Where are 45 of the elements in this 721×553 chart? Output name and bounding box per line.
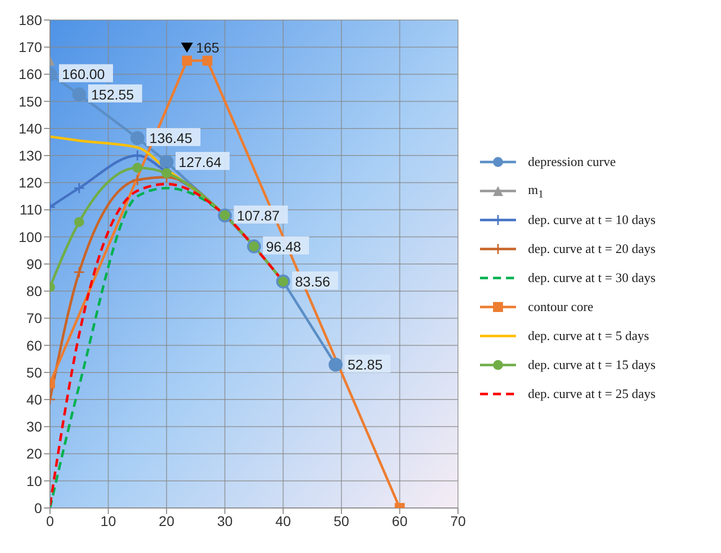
legend-label: depression curve [528, 154, 616, 169]
y-tick-label: 110 [20, 202, 42, 218]
legend-label: dep. curve at t = 5 days [528, 328, 650, 343]
legend-label: dep. curve at t = 20 days [528, 241, 656, 256]
legend-label: m$_{1}$ [528, 182, 544, 200]
y-tick-label: 120 [18, 174, 42, 191]
y-tick-label: 50 [26, 364, 42, 380]
y-tick-label: 140 [18, 120, 42, 136]
x-tick-label: 10 [100, 512, 116, 529]
data-label: 96.48 [266, 238, 302, 254]
x-tick-label: 30 [217, 512, 233, 529]
legend-label: dep. curve at t = 15 days [528, 357, 656, 372]
y-tick-label: 180 [18, 12, 42, 28]
data-label: 160.00 [62, 66, 106, 82]
annotation: 165 [196, 40, 220, 56]
x-tick-label: 20 [158, 512, 175, 529]
y-tick-label: 130 [18, 148, 42, 164]
y-tick-label: 10 [26, 472, 42, 489]
y-tick-label: 90 [26, 256, 42, 272]
y-tick-label: 20 [26, 446, 42, 462]
x-tick-label: 60 [392, 512, 408, 529]
legend-label: dep. curve at t = 25 days [528, 386, 656, 401]
y-tick-label: 80 [26, 283, 42, 300]
data-label: 152.55 [91, 86, 134, 102]
legend-label: contour core [528, 299, 594, 314]
data-label: 136.45 [149, 130, 192, 146]
x-tick-label: 50 [334, 512, 350, 529]
y-tick-label: 160 [18, 66, 42, 82]
x-tick-label: 40 [275, 512, 292, 529]
data-label: 52.85 [348, 356, 383, 373]
y-tick-label: 30 [26, 418, 42, 435]
legend-label: dep. curve at t = 10 days [528, 212, 656, 227]
y-tick-label: 60 [26, 337, 42, 354]
data-label: 107.87 [236, 208, 280, 224]
y-tick-label: 70 [26, 310, 42, 326]
legend-label: dep. curve at t = 30 days [528, 270, 656, 285]
data-label: 127.64 [178, 154, 222, 170]
y-tick-label: 40 [26, 392, 42, 408]
y-tick-label: 170 [18, 39, 42, 56]
y-tick-label: 100 [18, 228, 42, 245]
data-label: 83.56 [295, 273, 330, 290]
x-tick-label: 70 [450, 512, 466, 529]
x-tick-label: 0 [46, 512, 54, 529]
y-tick-label: 0 [34, 500, 42, 516]
y-tick-label: 150 [18, 93, 42, 110]
